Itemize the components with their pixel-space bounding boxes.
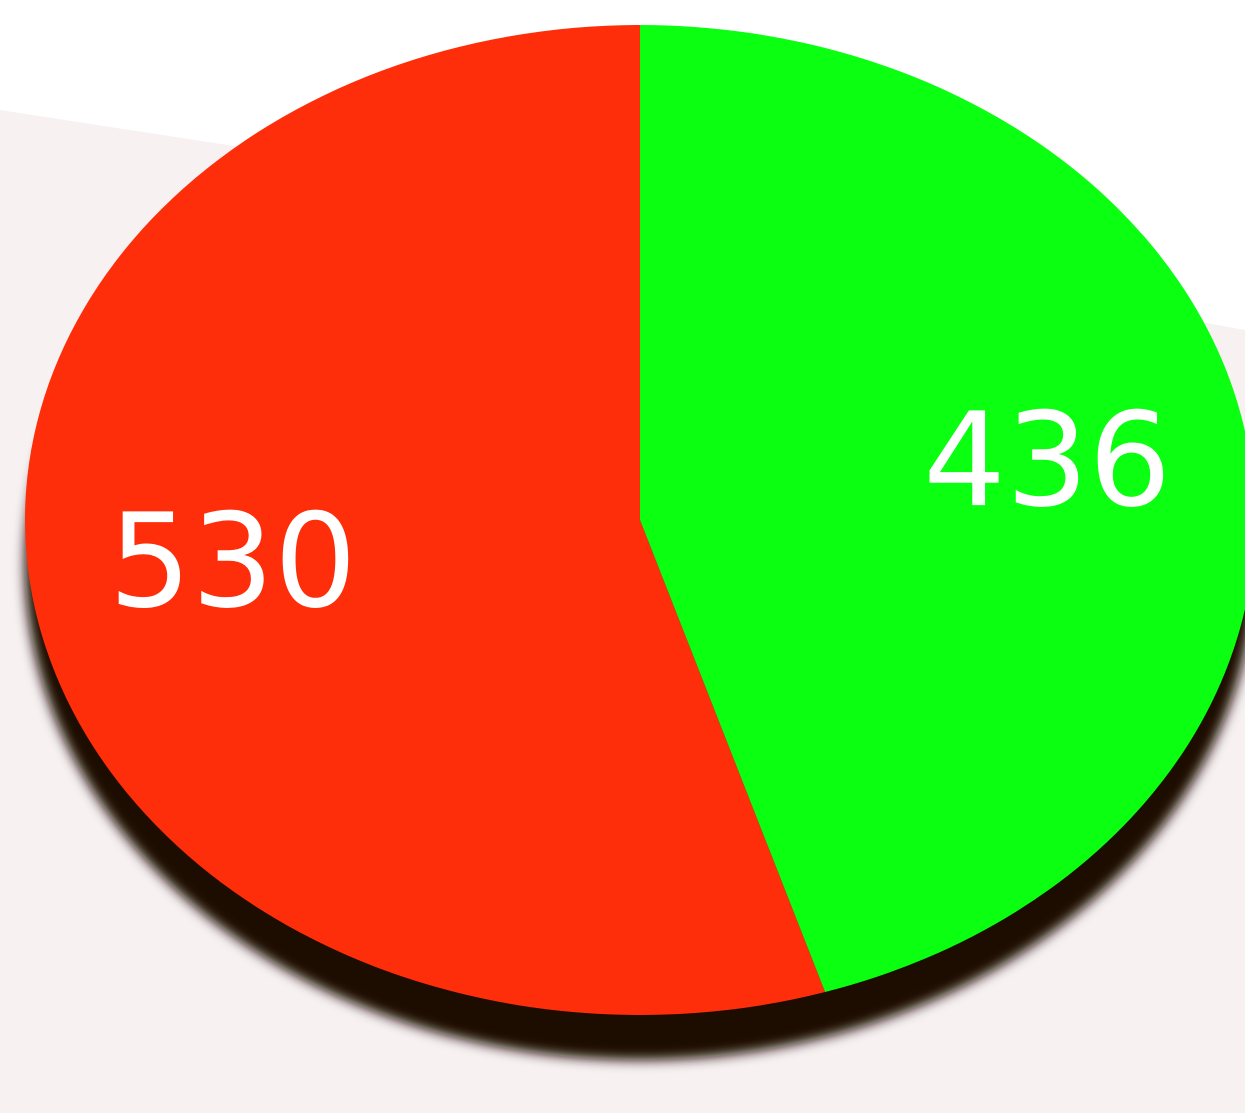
data-label: 436 [923,384,1171,536]
pie-slice [25,25,826,1015]
data-label: 530 [109,485,357,637]
pie-slice [640,25,1245,993]
slices: 530 436 [25,25,1245,1015]
